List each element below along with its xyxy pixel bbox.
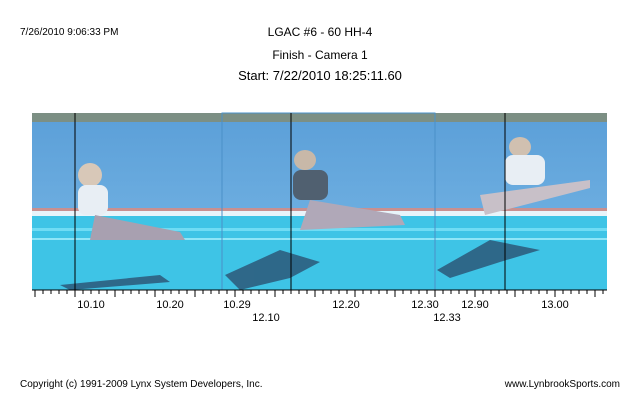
- time-label: 10.20: [156, 299, 184, 311]
- top-strip: [32, 113, 607, 122]
- copyright: Copyright (c) 1991-2009 Lynx System Deve…: [20, 379, 263, 390]
- finish-lines: [74, 113, 506, 290]
- shadow: [60, 240, 540, 290]
- lane-line: [32, 228, 607, 231]
- lane-line: [32, 238, 607, 240]
- title: LGAC #6 - 60 HH-4: [267, 25, 373, 39]
- time-label: 13.00: [541, 299, 569, 311]
- ticks: [34, 290, 604, 297]
- time-label: 12.30: [411, 299, 439, 311]
- time-label: 12.90: [461, 299, 489, 311]
- athlete: [78, 137, 590, 240]
- time-label: 10.29: [223, 299, 251, 311]
- time-label: 10.10: [77, 299, 105, 311]
- time-label: 12.20: [332, 299, 360, 311]
- start-time: Start: 7/22/2010 18:25:11.60: [238, 68, 402, 83]
- website: www.LynbrookSports.com: [504, 379, 620, 390]
- subtitle: Finish - Camera 1: [272, 48, 368, 62]
- timestamp: 7/26/2010 9:06:33 PM: [20, 27, 119, 38]
- time-label: 12.33: [433, 312, 461, 324]
- time-label: 12.10: [252, 312, 280, 324]
